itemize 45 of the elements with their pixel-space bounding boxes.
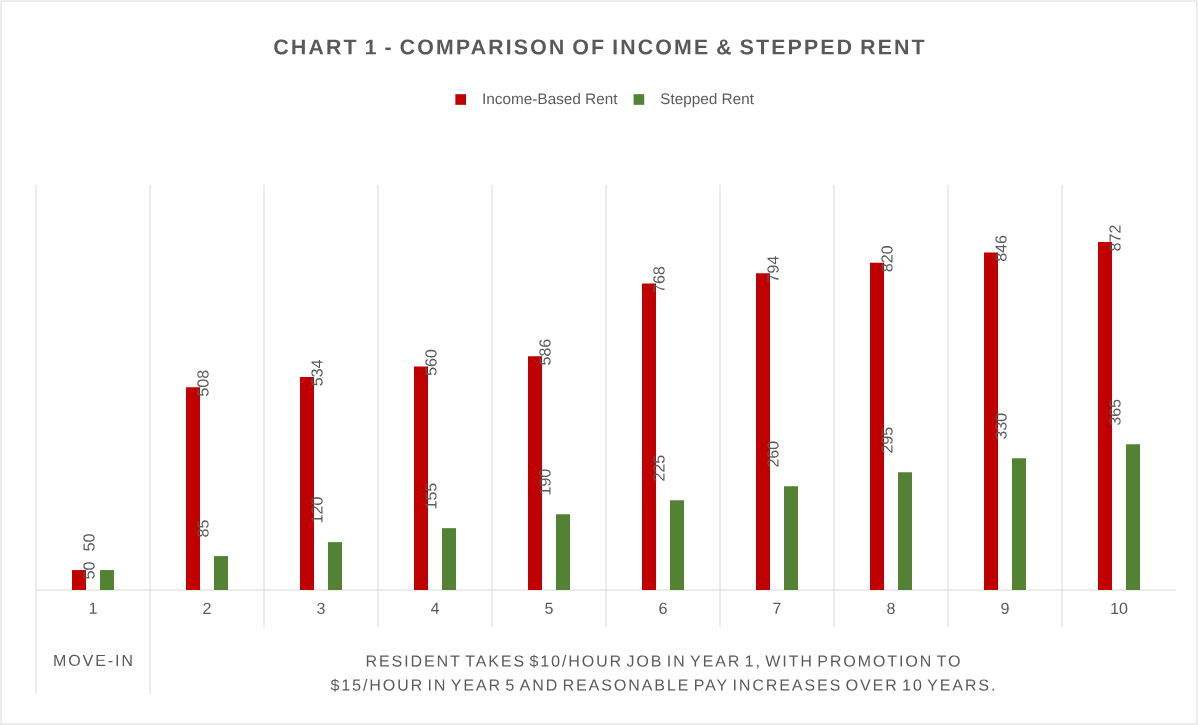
data-label: 534 [311, 360, 323, 386]
x-tick-label: 5 [545, 602, 553, 614]
text: MOVE-IN [54, 654, 132, 667]
bar [442, 528, 457, 590]
bar [100, 570, 115, 590]
x-tick-label: 10 [1111, 602, 1128, 615]
data-label: 508 [197, 370, 209, 396]
bar [670, 500, 685, 590]
text: RESIDENT TAKES $10/HOUR JOB IN YEAR 1, WITH PROMOTION TO $15/HOUR IN YEAR 5 AND REASONABLE PAY INCREASES OVER 10 YEARS. [330, 654, 994, 692]
data-label: 586 [539, 339, 551, 365]
bar [328, 542, 342, 590]
data-label: 794 [767, 256, 779, 282]
data-label: 330 [995, 413, 1007, 440]
bar [898, 472, 913, 590]
data-label: 155 [425, 483, 437, 509]
data-label: 225 [653, 455, 665, 481]
data-label: 85 [197, 520, 209, 537]
data-label: 768 [653, 266, 665, 293]
bar [1012, 458, 1027, 590]
x-tick-label: 3 [317, 602, 325, 615]
data-label: 50 [83, 562, 95, 579]
data-label: 365 [1109, 399, 1121, 426]
legend-label: Income-Based Rent [483, 92, 618, 105]
data-label: 190 [539, 469, 551, 495]
bar [556, 514, 571, 590]
data-label: 560 [425, 349, 437, 376]
chart-title: CHART 1 - COMPARISON OF INCOME & STEPPED RENT [274, 39, 925, 55]
data-label: 846 [995, 235, 1007, 262]
data-label: 820 [881, 246, 893, 272]
x-tick-label: 4 [430, 602, 439, 614]
x-tick-label: 9 [1001, 602, 1009, 615]
data-label: 872 [1109, 225, 1121, 251]
x-tick-label: 8 [887, 602, 895, 615]
x-tick-label: 1 [89, 602, 97, 614]
data-label: 295 [881, 427, 893, 453]
data-label: 50 [83, 534, 95, 551]
data-label: 260 [767, 441, 779, 467]
bar [1126, 444, 1141, 590]
legend-label: Stepped Rent [660, 92, 754, 108]
x-tick-label: 7 [773, 602, 781, 614]
bar [784, 486, 799, 590]
x-tick-label: 6 [659, 602, 667, 615]
data-label: 120 [311, 497, 323, 523]
x-tick-label: 2 [203, 602, 211, 614]
bar [214, 556, 229, 590]
